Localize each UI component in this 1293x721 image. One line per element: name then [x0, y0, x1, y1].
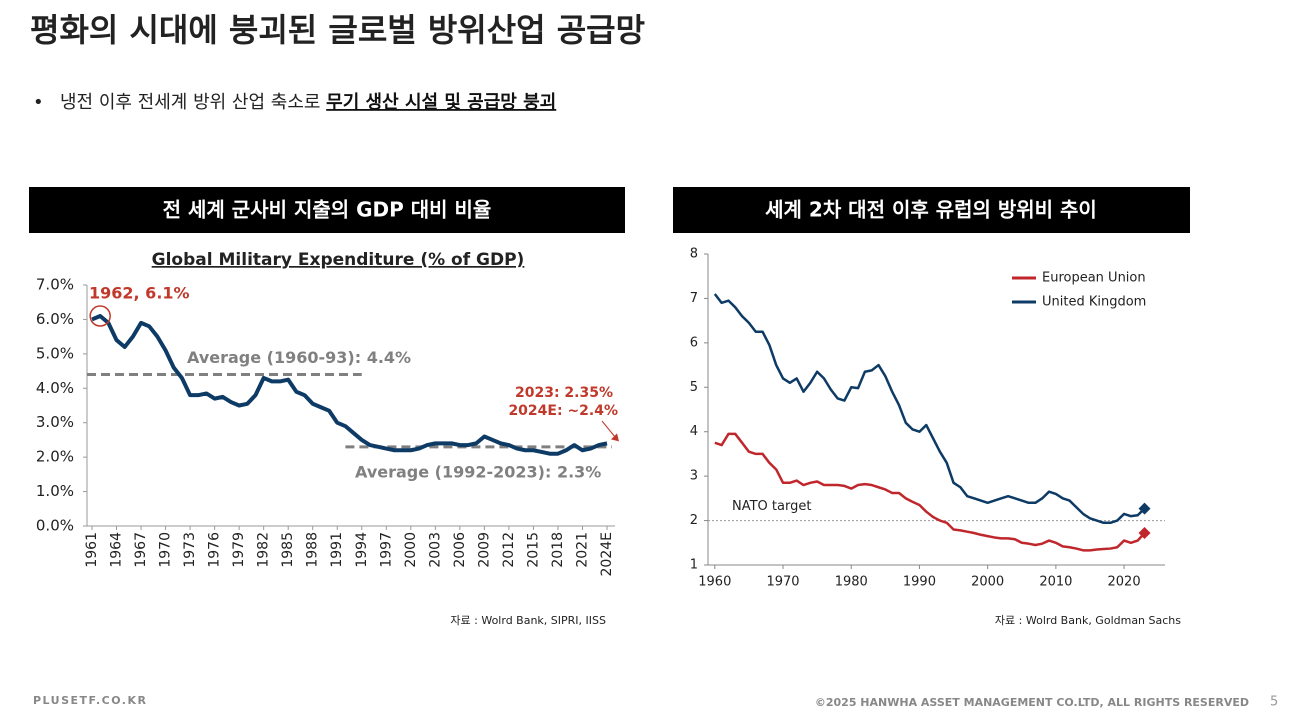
- annotation: 2023: 2.35%: [515, 385, 613, 401]
- x-tick-label: 1990: [903, 575, 936, 590]
- annotation: 1962, 6.1%: [89, 284, 190, 303]
- y-tick-label: 1: [690, 558, 698, 573]
- chart-title: Global Military Expenditure (% of GDP): [152, 250, 525, 270]
- y-tick-label: 7.0%: [36, 276, 74, 294]
- x-tick-label: 1979: [231, 532, 247, 568]
- x-tick-label: 2009: [476, 532, 492, 568]
- panel-heading: 세계 2차 대전 이후 유럽의 방위비 추이: [765, 198, 1097, 222]
- x-tick-label: 2006: [452, 532, 468, 568]
- line: [91, 313, 608, 456]
- x-tick-label: 1970: [766, 575, 799, 590]
- page-number: 5: [1270, 695, 1278, 710]
- y-tick-label: 0.0%: [36, 517, 74, 535]
- highlight-circle: [89, 305, 111, 327]
- bullet: 냉전 이후 전세계 방위 산업 축소로 무기 생산 시설 및 공급망 붕괴: [60, 92, 556, 113]
- x-tick-label: 1980: [835, 575, 868, 590]
- annotation: Average (1992-2023): 2.3%: [355, 462, 601, 481]
- bullet-emphasis: 무기 생산 시설 및 공급망 붕괴: [326, 92, 556, 113]
- x-tick-label: 1991: [329, 532, 345, 568]
- y-tick-label: 8: [690, 247, 698, 262]
- x-tick-label: 2003: [427, 532, 443, 568]
- line: [713, 293, 1146, 525]
- x-tick-label: 1985: [280, 532, 296, 568]
- y-tick-label: 1.0%: [36, 482, 74, 500]
- y-tick-label: 2.0%: [36, 448, 74, 466]
- annotation: 2024E: ~2.4%: [508, 403, 618, 419]
- x-tick-label: 1967: [133, 532, 149, 568]
- bullet-dot: •: [33, 92, 44, 113]
- source: 자료 : Wolrd Bank, SIPRI, IISS: [450, 614, 606, 627]
- x-tick-label: 1964: [109, 532, 125, 568]
- panel-header: [673, 187, 1190, 233]
- x-tick-label: 1982: [256, 532, 272, 568]
- annotation: Average (1960-93): 4.4%: [187, 348, 411, 367]
- footer-site: PLUSETF.CO.KR: [33, 694, 147, 707]
- source: 자료 : Wolrd Bank, Goldman Sachs: [995, 614, 1181, 627]
- x-tick-label: 1976: [207, 532, 223, 568]
- x-tick-label: 2010: [1039, 575, 1072, 590]
- panel-header: [29, 187, 625, 233]
- x-tick-label: 1970: [158, 532, 174, 568]
- annotation: NATO target: [732, 499, 811, 514]
- diamond-marker: [1138, 502, 1151, 515]
- y-tick-label: 3: [690, 469, 698, 484]
- slide-title: 평화의 시대에 붕괴된 글로벌 방위산업 공급망: [30, 11, 645, 49]
- y-tick-label: 4.0%: [36, 379, 74, 397]
- x-tick-label: 1973: [182, 532, 198, 568]
- bullet-text: 냉전 이후 전세계 방위 산업 축소로: [60, 92, 326, 113]
- y-tick-label: 5.0%: [36, 344, 74, 362]
- panel-heading: 전 세계 군사비 지출의 GDP 대비 비율: [163, 198, 492, 222]
- y-tick-label: 4: [690, 424, 698, 439]
- y-tick-label: 6: [690, 335, 698, 350]
- legend-label: European Union: [1042, 271, 1146, 286]
- x-tick-label: 1961: [84, 532, 100, 568]
- diamond-marker: [1138, 527, 1151, 540]
- y-tick-label: 6.0%: [36, 310, 74, 328]
- x-tick-label: 2000: [403, 532, 419, 568]
- y-tick-label: 3.0%: [36, 413, 74, 431]
- legend-label: United Kingdom: [1042, 295, 1146, 310]
- x-tick-label: 2024E: [599, 532, 615, 576]
- x-tick-label: 2021: [574, 532, 590, 568]
- x-tick-label: 2000: [971, 575, 1004, 590]
- x-tick-label: 2012: [501, 532, 517, 568]
- x-tick-label: 1960: [698, 575, 731, 590]
- x-tick-label: 1997: [378, 532, 394, 568]
- y-tick-label: 5: [690, 380, 698, 395]
- footer-copyright: ©2025 HANWHA ASSET MANAGEMENT CO.LTD, AL…: [815, 696, 1249, 709]
- x-tick-label: 2020: [1108, 575, 1141, 590]
- arrow-head: [611, 433, 619, 442]
- line: [714, 432, 1146, 552]
- x-tick-label: 1988: [305, 532, 321, 568]
- y-tick-label: 2: [690, 513, 698, 528]
- x-tick-label: 1994: [354, 532, 370, 568]
- x-tick-label: 2015: [525, 532, 541, 568]
- y-tick-label: 7: [690, 291, 698, 306]
- x-tick-label: 2018: [550, 532, 566, 568]
